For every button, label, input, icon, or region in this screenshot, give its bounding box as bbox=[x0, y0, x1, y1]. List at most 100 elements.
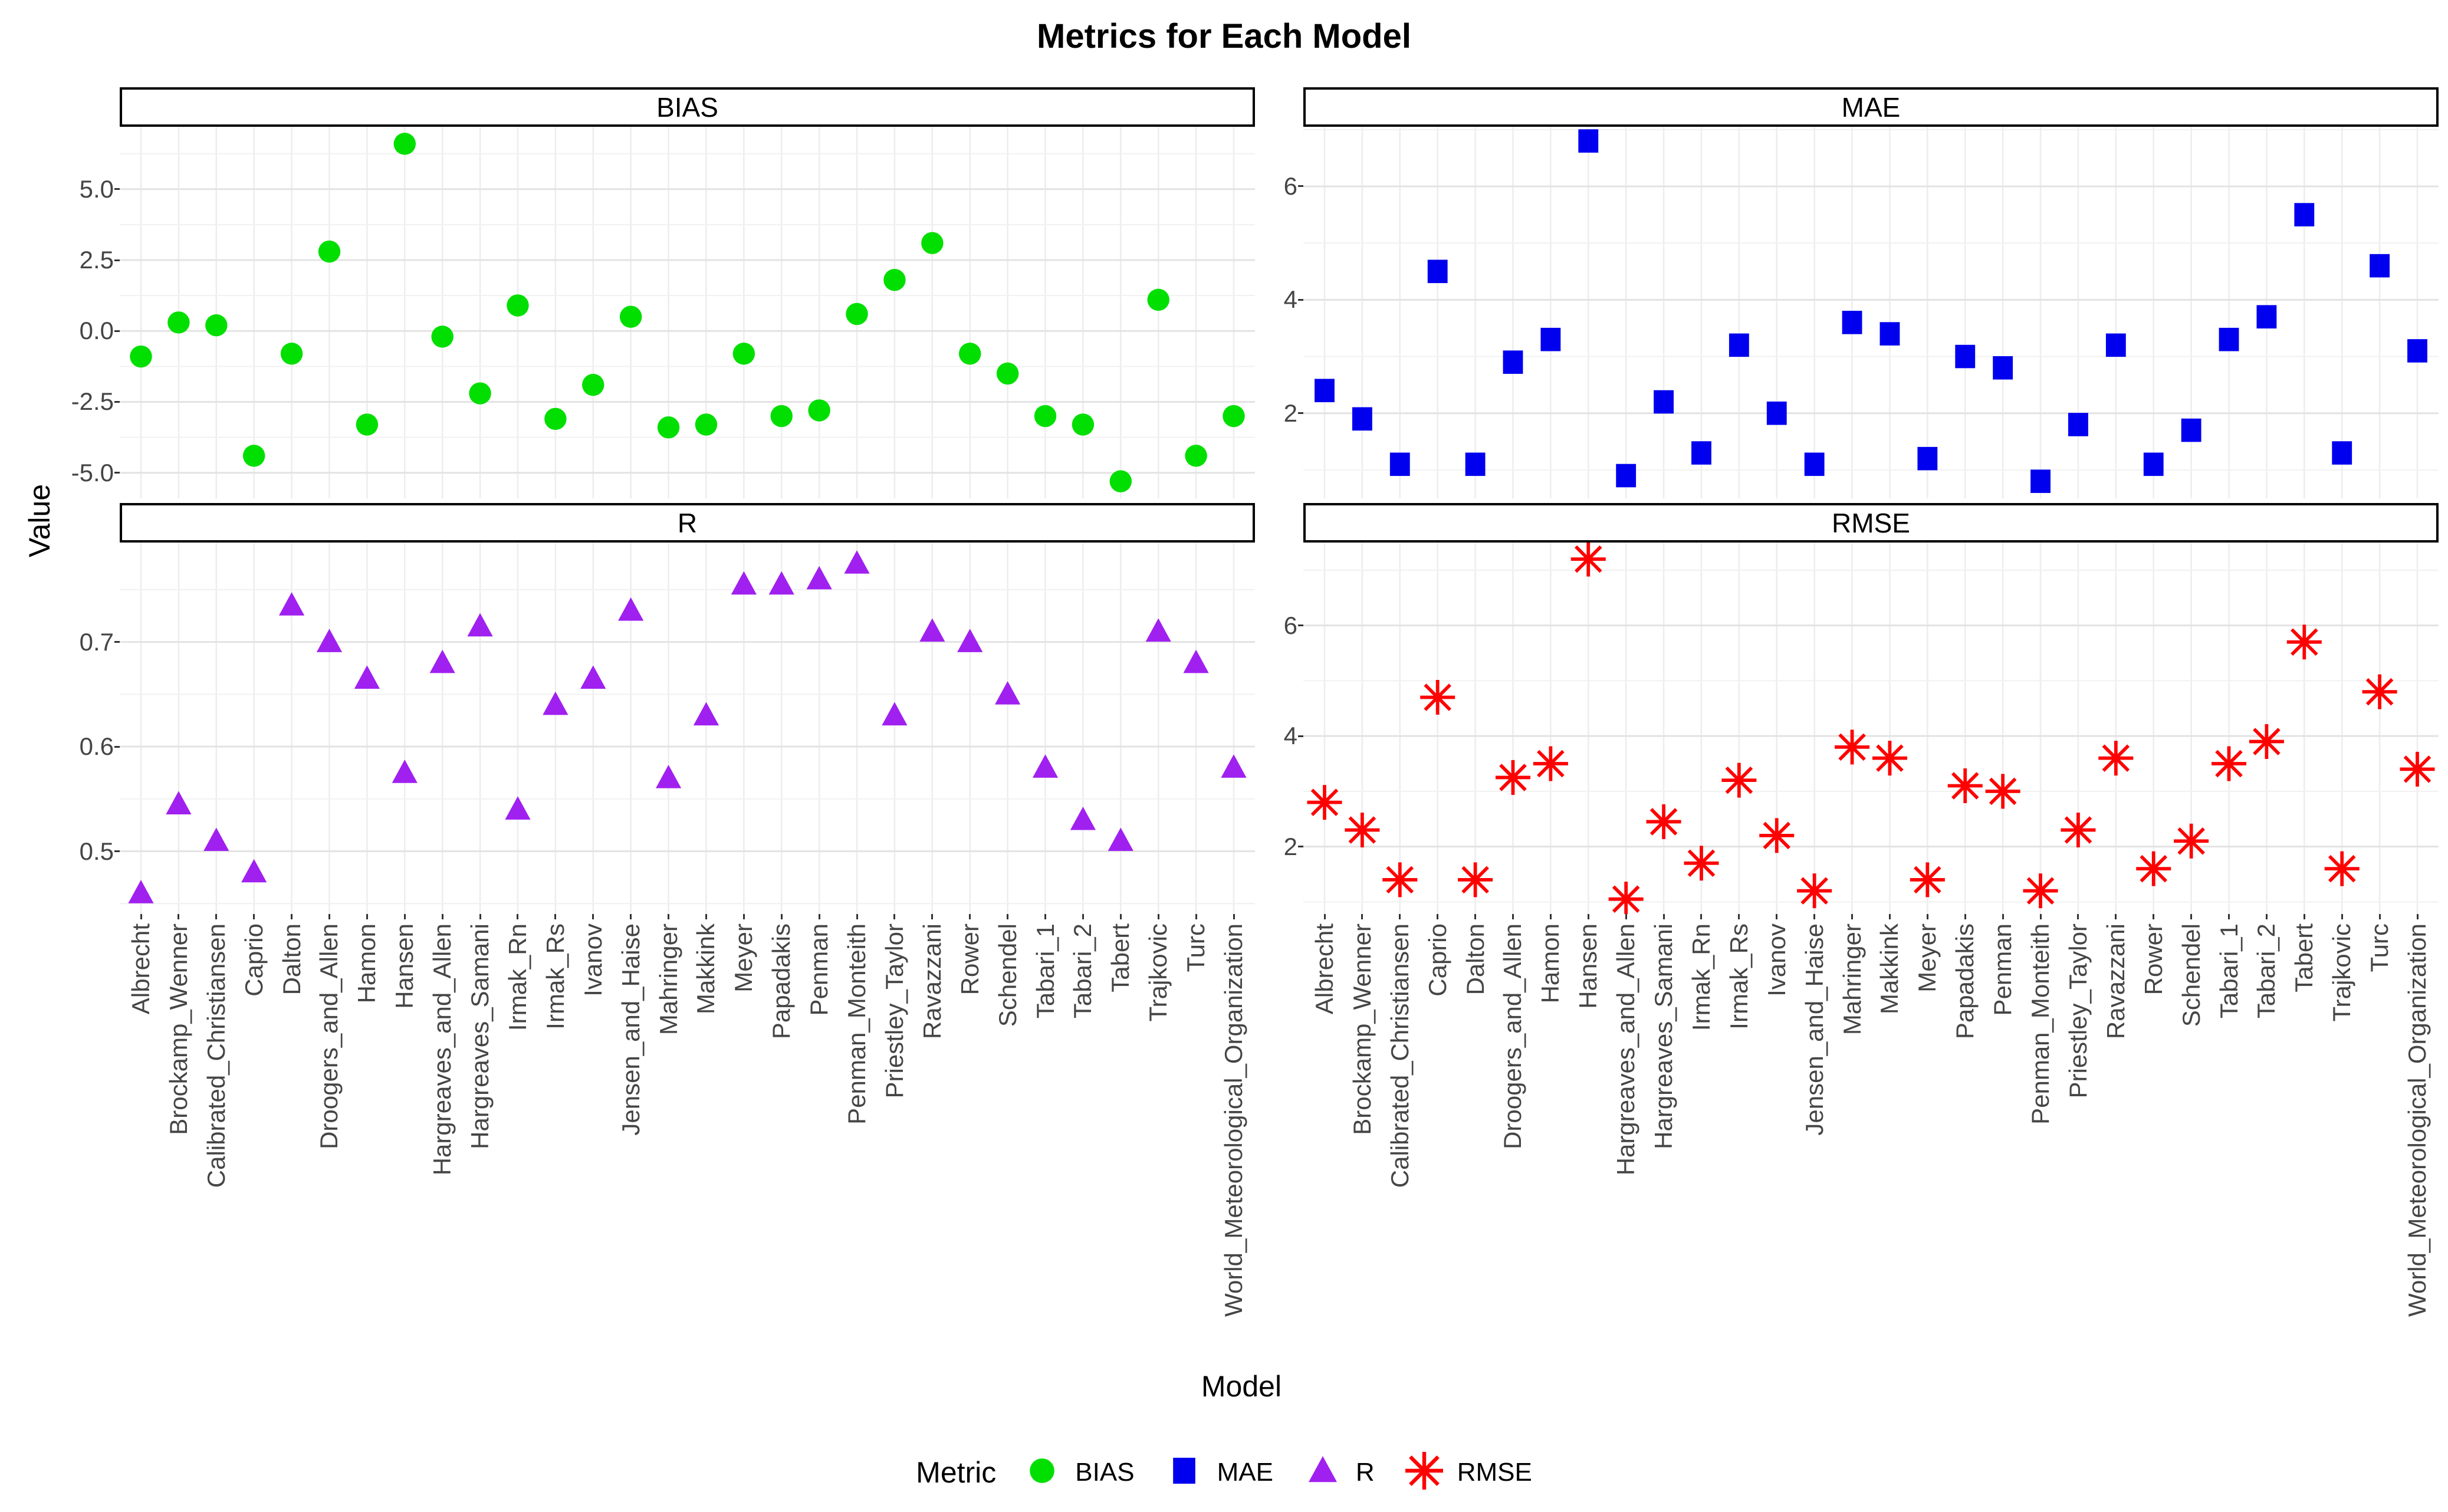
y-tick-mark bbox=[114, 188, 120, 190]
y-tick-label: -2.5 bbox=[71, 387, 114, 416]
data-point-square bbox=[2370, 254, 2390, 278]
data-point-triangle bbox=[957, 629, 983, 652]
data-point-square bbox=[1804, 452, 1825, 476]
y-tick-label: 4 bbox=[1283, 722, 1297, 750]
x-tick-mark bbox=[1700, 914, 1703, 919]
data-point-circle bbox=[1223, 405, 1245, 428]
data-point-asterisk bbox=[1495, 760, 1531, 795]
x-tick-mark bbox=[403, 914, 406, 919]
legend-item-mae: MAE bbox=[1165, 1452, 1273, 1493]
y-tick-label: 0.6 bbox=[79, 732, 114, 761]
data-point-circle bbox=[657, 416, 680, 439]
data-point-square bbox=[1729, 333, 1749, 357]
data-point-square bbox=[2105, 333, 2126, 357]
y-tick-label: 5.0 bbox=[79, 175, 114, 203]
data-point-circle bbox=[393, 133, 416, 155]
data-point-asterisk bbox=[1345, 812, 1380, 848]
data-point-square bbox=[2181, 418, 2201, 442]
data-point-circle bbox=[695, 413, 718, 436]
data-point-asterisk bbox=[1420, 679, 1455, 715]
panel-mae bbox=[1303, 127, 2439, 498]
x-tick-mark bbox=[2228, 914, 2230, 919]
legend-item-bias: BIAS bbox=[1023, 1452, 1135, 1493]
y-tick-label: 6 bbox=[1283, 172, 1297, 200]
data-point-square bbox=[1578, 129, 1599, 153]
data-point-asterisk bbox=[1947, 768, 1983, 804]
x-tick-mark bbox=[2190, 914, 2193, 919]
x-tick-mark bbox=[1662, 914, 1665, 919]
y-tick-mark bbox=[114, 745, 120, 748]
data-point-asterisk bbox=[1797, 873, 1832, 909]
data-point-asterisk bbox=[2286, 624, 2322, 660]
x-tick-mark bbox=[630, 914, 632, 919]
asterisk-icon bbox=[1404, 1451, 1444, 1493]
data-point-square bbox=[1691, 441, 1711, 465]
data-point-triangle bbox=[505, 796, 531, 820]
y-tick-mark bbox=[114, 259, 120, 261]
y-tick-label: 0.0 bbox=[79, 317, 114, 345]
data-point-square bbox=[2068, 413, 2088, 436]
x-tick-mark bbox=[931, 914, 934, 919]
y-tick-label: 0.5 bbox=[79, 837, 114, 865]
data-point-triangle bbox=[166, 791, 192, 814]
data-point-circle bbox=[582, 373, 604, 396]
data-point-square bbox=[1766, 401, 1787, 425]
x-tick-mark bbox=[1082, 914, 1084, 919]
data-point-triangle bbox=[1070, 806, 1096, 830]
data-point-square bbox=[1654, 390, 1674, 414]
x-tick-mark bbox=[1437, 914, 1439, 919]
data-point-square bbox=[2219, 327, 2239, 351]
data-point-triangle bbox=[278, 592, 305, 616]
facet-strip-mae: MAE bbox=[1303, 87, 2439, 127]
chart-title: Metrics for Each Model bbox=[1037, 17, 1411, 55]
data-point-circle bbox=[1072, 413, 1095, 436]
square-icon bbox=[1165, 1452, 1203, 1493]
data-point-asterisk bbox=[1872, 741, 1907, 776]
x-tick-mark bbox=[1625, 914, 1627, 919]
legend-item-rmse: RMSE bbox=[1404, 1451, 1532, 1493]
data-point-circle bbox=[507, 294, 529, 317]
data-point-square bbox=[1917, 446, 1938, 471]
circle-icon bbox=[1023, 1452, 1061, 1493]
x-tick-mark bbox=[2039, 914, 2042, 919]
x-tick-mark bbox=[517, 914, 519, 919]
y-tick-label: 6 bbox=[1283, 611, 1297, 639]
data-point-triangle bbox=[354, 665, 380, 689]
facet-strip-label: R bbox=[677, 507, 698, 538]
data-point-circle bbox=[431, 326, 454, 348]
data-point-triangle bbox=[128, 880, 154, 903]
x-tick-mark bbox=[1851, 914, 1854, 919]
y-tick-label: 4 bbox=[1283, 285, 1297, 314]
data-point-circle bbox=[1147, 288, 1169, 311]
legend: Metric BIAS MAE R RMSE bbox=[0, 1451, 2448, 1493]
x-tick-mark bbox=[2153, 914, 2155, 919]
x-tick-mark bbox=[215, 914, 218, 919]
y-tick-mark bbox=[114, 330, 120, 332]
x-tick-mark bbox=[1157, 914, 1159, 919]
y-tick-mark bbox=[114, 400, 120, 403]
data-point-asterisk bbox=[1533, 746, 1568, 781]
data-point-asterisk bbox=[1721, 762, 1757, 798]
legend-items: BIAS MAE R RMSE bbox=[1023, 1451, 1532, 1493]
data-point-asterisk bbox=[1608, 882, 1644, 914]
data-point-circle bbox=[1034, 405, 1057, 428]
data-point-circle bbox=[732, 343, 755, 365]
x-tick-mark bbox=[893, 914, 896, 919]
y-tick-label: 2.5 bbox=[79, 246, 114, 274]
x-tick-mark bbox=[1926, 914, 1928, 919]
x-tick-mark bbox=[1813, 914, 1816, 919]
x-tick-mark bbox=[2341, 914, 2343, 919]
data-point-triangle bbox=[203, 827, 229, 852]
x-tick-mark bbox=[818, 914, 820, 919]
x-tick-mark bbox=[1511, 914, 1514, 919]
y-tick-mark bbox=[114, 641, 120, 643]
x-tick-mark bbox=[140, 914, 142, 919]
data-point-triangle bbox=[1308, 1456, 1337, 1483]
data-point-triangle bbox=[392, 760, 418, 783]
data-point-asterisk bbox=[1382, 862, 1418, 898]
data-point-asterisk bbox=[2174, 823, 2209, 859]
data-point-circle bbox=[167, 311, 190, 334]
facet-strip-label: RMSE bbox=[1832, 507, 1910, 538]
data-point-circle bbox=[469, 382, 491, 405]
x-tick-mark bbox=[1233, 914, 1235, 919]
